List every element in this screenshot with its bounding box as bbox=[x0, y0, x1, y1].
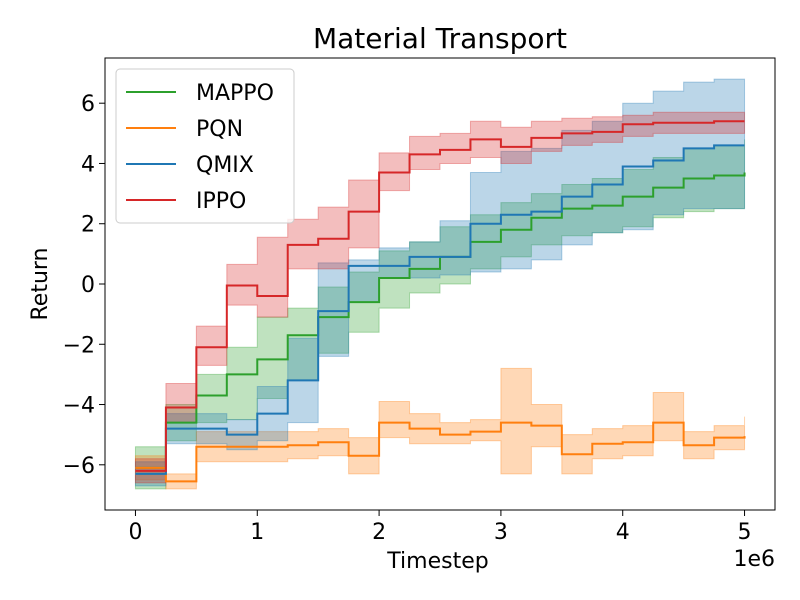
y-tick-label: 0 bbox=[81, 273, 95, 298]
legend-label-qmix: QMIX bbox=[196, 153, 254, 178]
y-tick-label: 2 bbox=[81, 213, 95, 238]
y-tick-label: 4 bbox=[81, 152, 95, 177]
x-tick-label: 0 bbox=[128, 520, 142, 545]
x-axis-ticks: 0 1 2 3 4 5 bbox=[128, 510, 752, 545]
y-tick-label: −6 bbox=[63, 454, 95, 479]
x-axis-offset-label: 1e6 bbox=[733, 547, 775, 572]
x-tick-label: 2 bbox=[372, 520, 386, 545]
y-tick-label: −4 bbox=[63, 394, 95, 419]
legend-label-mappo: MAPPO bbox=[196, 81, 274, 106]
y-tick-label: 6 bbox=[81, 92, 95, 117]
y-tick-label: −2 bbox=[63, 333, 95, 358]
line-pqn bbox=[135, 421, 746, 483]
x-tick-label: 3 bbox=[494, 520, 508, 545]
legend-label-pqn: PQN bbox=[196, 117, 243, 142]
line-qmix bbox=[135, 144, 745, 475]
series-lines bbox=[135, 120, 746, 483]
legend: MAPPO PQN QMIX IPPO bbox=[115, 68, 295, 224]
x-tick-label: 5 bbox=[738, 520, 752, 545]
legend-label-ippo: IPPO bbox=[196, 189, 246, 214]
y-axis-label: Return bbox=[28, 247, 53, 320]
line-ippo bbox=[135, 120, 745, 472]
x-axis-label: Timestep bbox=[386, 549, 488, 574]
x-tick-label: 1 bbox=[250, 520, 264, 545]
x-tick-label: 4 bbox=[616, 520, 630, 545]
band-ippo bbox=[134, 111, 746, 484]
chart-title: Material Transport bbox=[313, 22, 567, 55]
legend-box bbox=[115, 68, 295, 224]
y-axis-ticks: −6 −4 −2 0 2 4 6 bbox=[63, 92, 105, 479]
